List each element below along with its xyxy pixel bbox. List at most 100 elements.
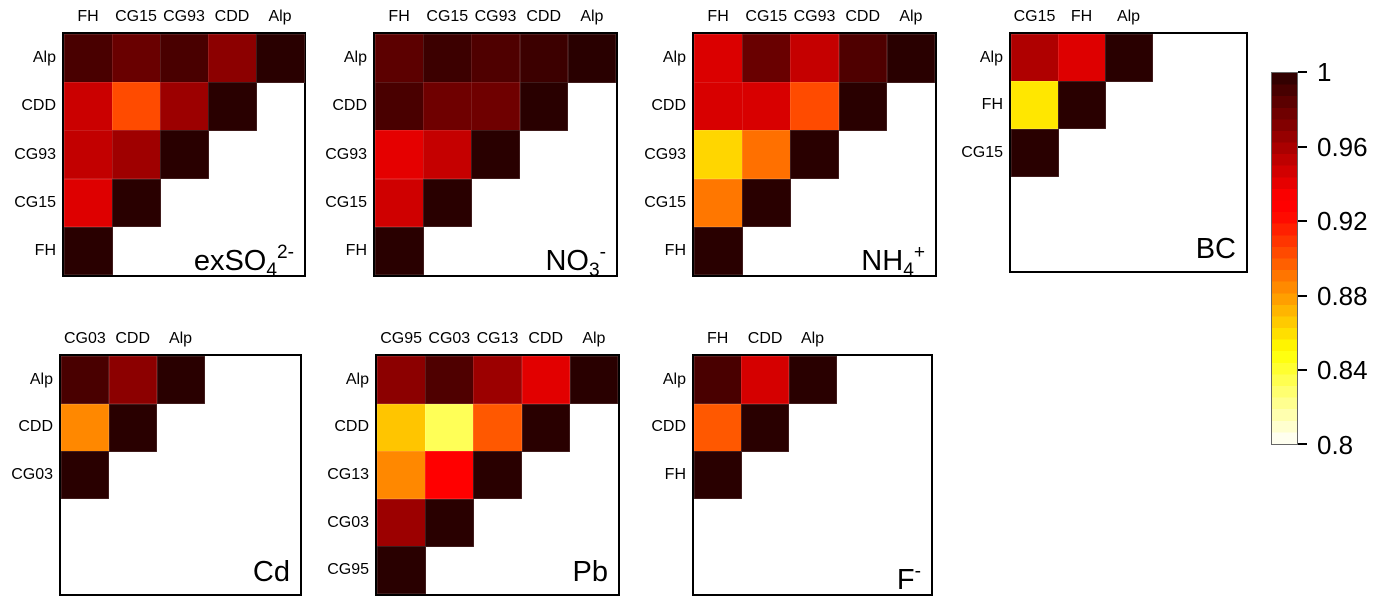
panel-box-bc [1009, 32, 1248, 273]
row-label-bc-FH: FH [981, 96, 1003, 114]
row-label-pb-CG95: CG95 [327, 561, 369, 579]
col-label-no3-Alp: Alp [580, 8, 604, 25]
row-label-no3-Alp: Alp [343, 49, 367, 67]
col-label-pb-CDD: CDD [528, 330, 564, 347]
cell-Alp-CDD [519, 34, 569, 83]
colorbar-tick [1298, 220, 1307, 223]
cell-CG13-CG13 [473, 451, 523, 500]
cell-CG93-CG15 [423, 130, 472, 180]
cell-Alp-Alp [1105, 34, 1153, 82]
row-label-bc-Alp: Alp [979, 48, 1003, 66]
cell-CDD-CG95 [377, 403, 426, 452]
col-label-nh4-CDD: CDD [845, 8, 881, 25]
col-label-exso4-FH: FH [77, 8, 99, 25]
panel-title-exso4: exSO42- [193, 242, 294, 281]
row-label-f-FH: FH [664, 466, 686, 483]
row-label-exso4-Alp: Alp [32, 49, 56, 67]
cell-CDD-FH [694, 403, 742, 452]
colorbar-tick [1298, 71, 1307, 73]
row-label-no3-FH: FH [345, 241, 367, 259]
cell-CG93-CG93 [471, 130, 521, 180]
row-label-cd-CG03: CG03 [11, 466, 53, 483]
row-label-f-CDD: CDD [651, 418, 686, 436]
col-label-pb-Alp: Alp [582, 330, 606, 347]
cell-CG95-CG95 [377, 546, 426, 595]
cell-CDD-CG93 [790, 82, 840, 131]
row-label-exso4-CG15: CG15 [14, 193, 56, 211]
cell-Alp-Alp [569, 356, 619, 405]
colorbar-tick [1298, 145, 1307, 148]
cell-CG93-FH [375, 130, 424, 180]
cell-CG13-CG03 [425, 451, 474, 500]
colorbar-tick [1298, 294, 1307, 297]
col-label-f-FH: FH [707, 330, 729, 347]
cell-Alp-CDD [521, 356, 571, 405]
cell-FH-FH [64, 226, 113, 276]
colorbar-tick-label: 0.88 [1317, 280, 1368, 311]
colorbar-tick-label: 0.8 [1317, 430, 1354, 460]
cell-Alp-CDD [208, 34, 257, 83]
row-label-no3-CG15: CG15 [325, 193, 367, 211]
cell-CDD-FH [375, 82, 424, 131]
cell-Alp-CG15 [112, 34, 161, 83]
col-label-nh4-FH: FH [707, 8, 729, 25]
cell-Alp-CDD [838, 34, 888, 83]
row-label-f-Alp: Alp [662, 370, 686, 388]
col-label-nh4-Alp: Alp [899, 8, 923, 25]
cell-CDD-CG03 [425, 403, 474, 452]
cell-Alp-FH [1058, 34, 1106, 82]
col-label-no3-CG93: CG93 [474, 8, 517, 25]
cell-CG03-CG95 [377, 498, 426, 547]
row-label-exso4-CDD: CDD [21, 97, 56, 115]
cell-Alp-Alp [788, 356, 837, 405]
panel-box-cd [59, 354, 302, 596]
cell-Alp-FH [64, 34, 113, 83]
col-label-cd-CG03: CG03 [63, 330, 106, 347]
panel-box-pb [375, 354, 620, 596]
cell-CDD-CDD [838, 82, 888, 131]
cell-CDD-CDD [741, 403, 790, 452]
cell-Alp-CG13 [473, 356, 523, 405]
row-label-no3-CDD: CDD [332, 97, 367, 115]
panel-title-pb: Pb [572, 556, 608, 588]
col-label-f-CDD: CDD [747, 330, 783, 347]
row-label-nh4-FH: FH [664, 241, 686, 259]
cell-CDD-CG15 [112, 82, 161, 131]
cell-Alp-FH [375, 34, 424, 83]
cell-Alp-Alp [567, 34, 617, 83]
cell-Alp-FH [694, 356, 742, 405]
panel-title-nh4: NH4+ [861, 242, 925, 281]
row-label-nh4-CDD: CDD [651, 97, 686, 115]
cell-CDD-CDD [108, 403, 158, 452]
cell-CG93-CG15 [112, 130, 161, 180]
cell-CDD-CDD [521, 403, 571, 452]
cell-Alp-CG15 [1011, 34, 1059, 82]
cell-CG15-CG15 [742, 178, 791, 228]
row-label-pb-CG03: CG03 [327, 513, 369, 531]
col-label-no3-FH: FH [388, 8, 410, 25]
row-label-cd-CDD: CDD [18, 418, 53, 436]
panel-title-bc: BC [1195, 233, 1236, 265]
cell-FH-FH [1058, 81, 1106, 130]
col-label-cd-CDD: CDD [115, 330, 151, 347]
colorbar-tick-label: 0.92 [1317, 206, 1368, 237]
panel-title-f: F- [896, 561, 921, 597]
cell-Alp-Alp [886, 34, 936, 83]
col-label-pb-CG03: CG03 [428, 330, 471, 347]
panel-box-f [692, 354, 933, 596]
cell-CG15-CG15 [423, 178, 472, 228]
cell-Alp-CDD [741, 356, 790, 405]
row-label-cd-Alp: Alp [29, 370, 53, 388]
cell-FH-FH [694, 226, 743, 276]
col-label-bc-CG15: CG15 [1013, 8, 1056, 25]
cell-CG93-FH [694, 130, 743, 180]
cell-Alp-CG95 [377, 356, 426, 405]
cell-Alp-CG03 [61, 356, 110, 405]
panel-box-nh4 [692, 32, 937, 277]
col-label-no3-CDD: CDD [526, 8, 562, 25]
panel-box-no3 [373, 32, 618, 277]
cell-Alp-CG03 [425, 356, 474, 405]
cell-CDD-CG93 [160, 82, 209, 131]
row-label-pb-Alp: Alp [345, 370, 369, 388]
cell-CG93-CG93 [160, 130, 209, 180]
